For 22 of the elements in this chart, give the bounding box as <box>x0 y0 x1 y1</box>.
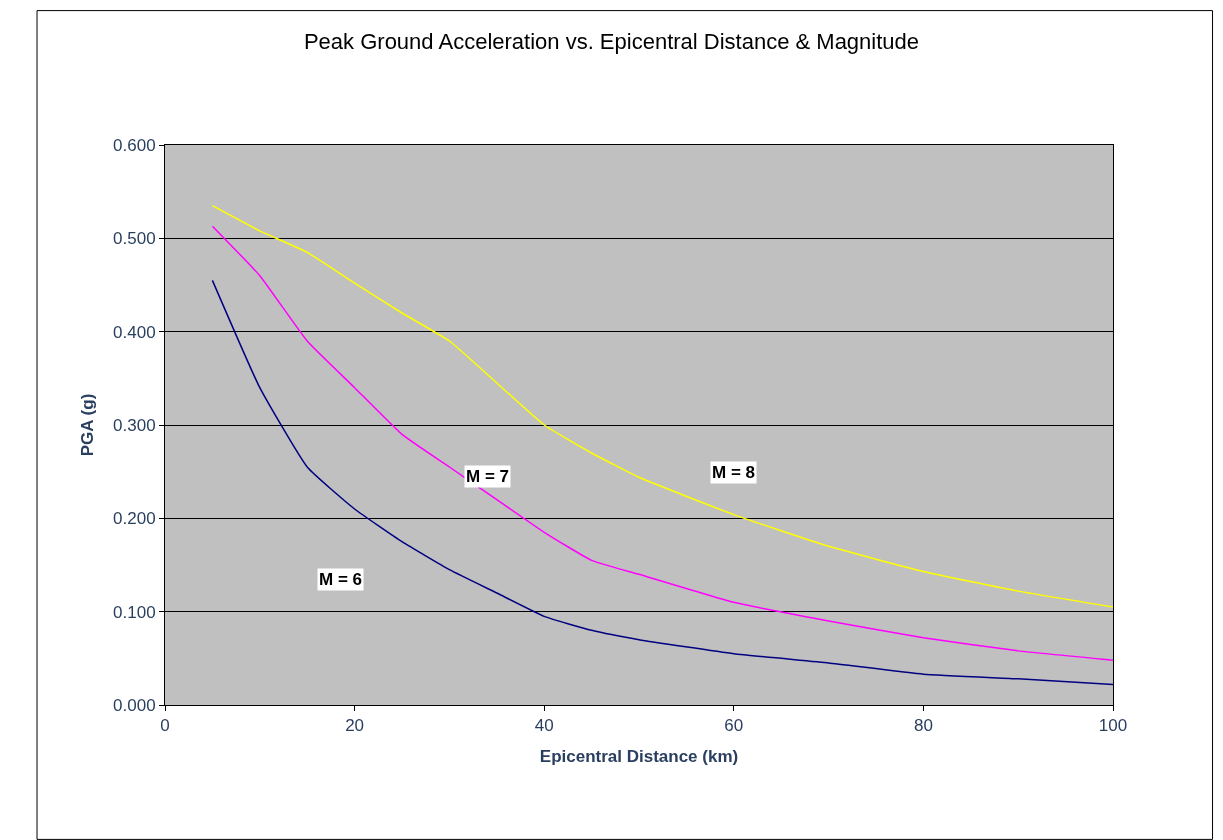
line-series <box>211 204 1113 608</box>
chart-title: Peak Ground Acceleration vs. Epicentral Distance & Magnitude <box>303 29 920 54</box>
y-tick-label: 0.100 <box>113 602 156 622</box>
y-tick-label: 0.600 <box>113 135 156 155</box>
y-axis-title: PGA (g) <box>77 393 97 457</box>
text: M = 6 <box>319 570 362 589</box>
x-tick-label: 0 <box>160 716 170 736</box>
x-tick-label: 20 <box>345 716 365 736</box>
y-tick-label: 0.400 <box>113 322 156 342</box>
y-tick-label: 0.000 <box>113 695 156 715</box>
y-tick-label: 0.500 <box>113 229 156 249</box>
series-label: M = 7 <box>466 467 509 486</box>
x-tick-label: 60 <box>724 716 744 736</box>
x-tick-label: 100 <box>1098 716 1128 736</box>
y-tick-label: 0.300 <box>113 415 156 435</box>
series-label: M = 8 <box>712 463 755 482</box>
line-series <box>211 225 1113 661</box>
x-tick-label: 80 <box>913 716 933 736</box>
line-series <box>211 279 1113 686</box>
y-tick-label: 0.200 <box>113 509 156 529</box>
x-tick-label: 40 <box>534 716 554 736</box>
x-axis-title: Epicentral Distance (km) <box>539 746 739 766</box>
